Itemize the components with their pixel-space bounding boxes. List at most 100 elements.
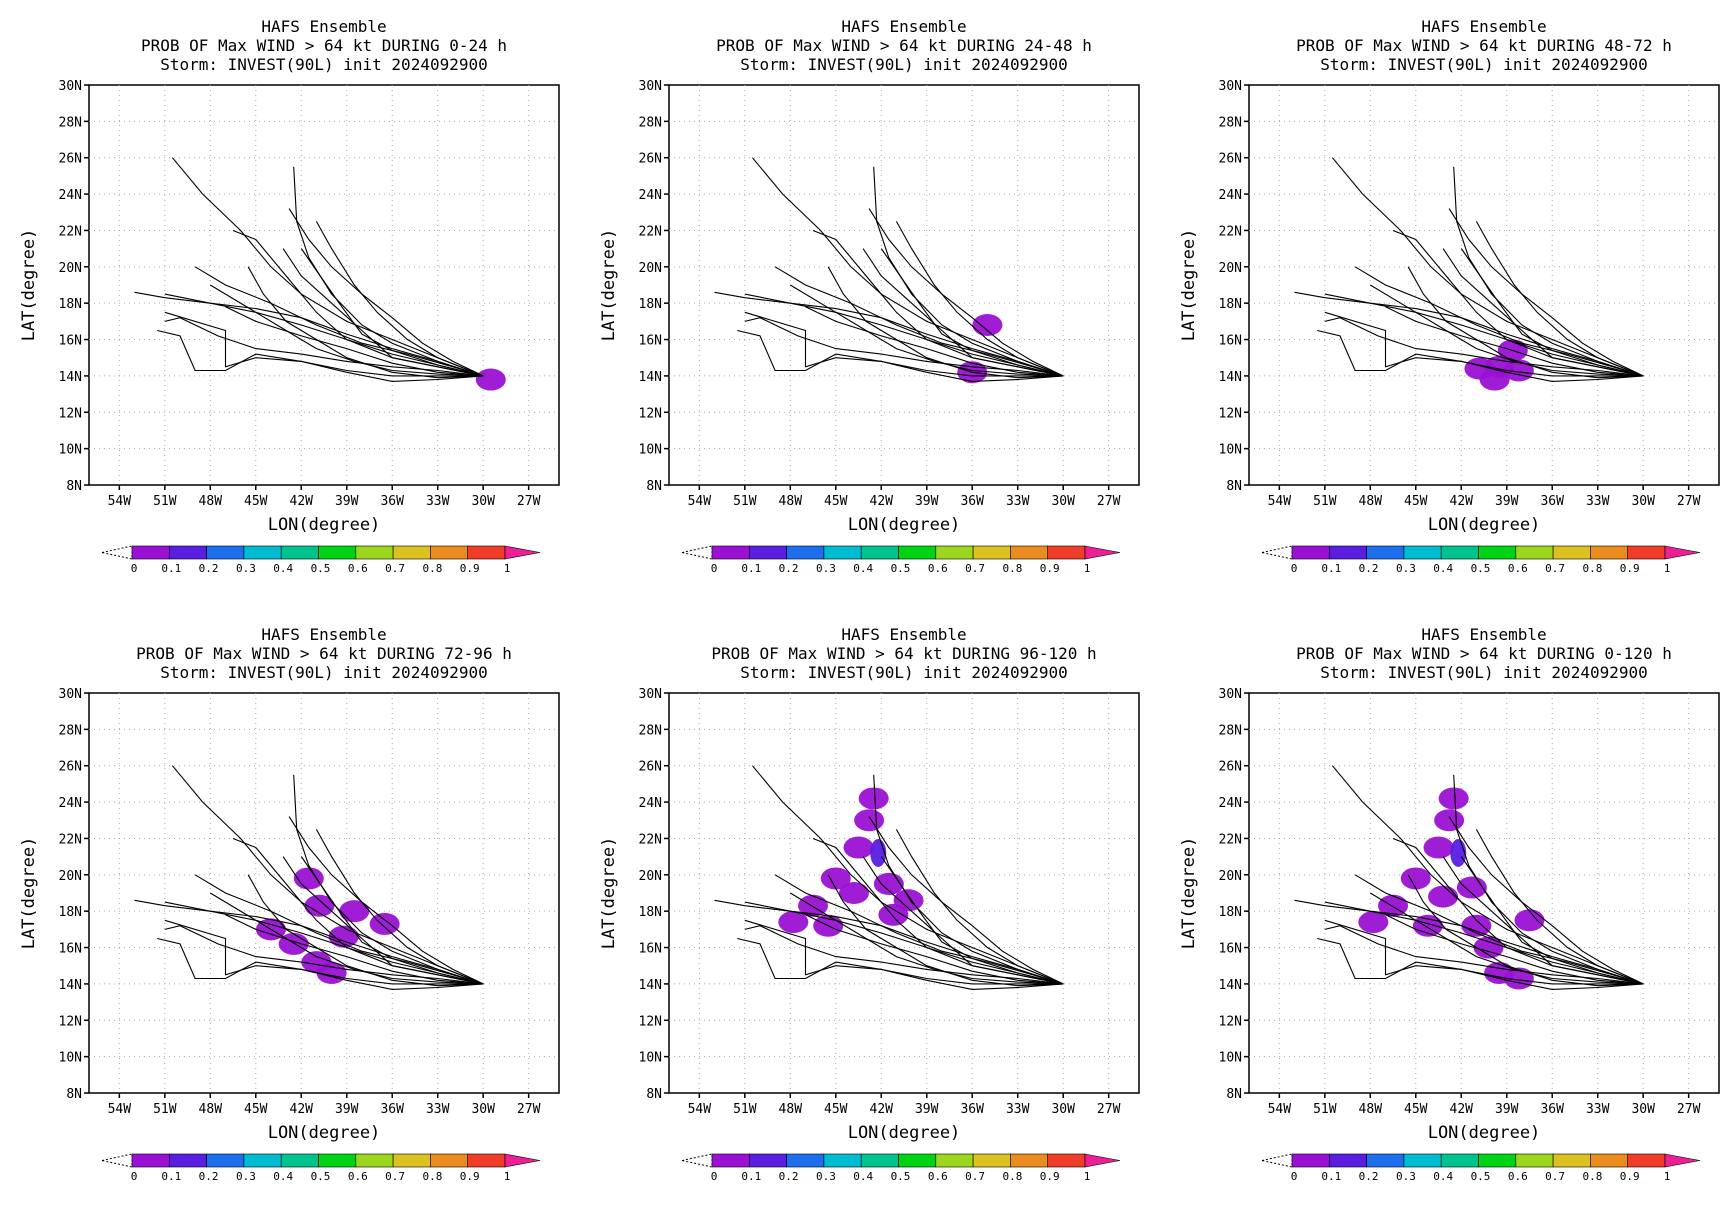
y-axis-label: LAT(degree) [599, 229, 619, 342]
x-tick-label: 33W [426, 1102, 450, 1117]
x-tick-label: 54W [108, 494, 132, 509]
colorbar-label: 0.2 [199, 562, 219, 575]
ensemble-track [1475, 221, 1644, 377]
colorbar-swatch [1366, 545, 1405, 560]
ensemble-track [868, 816, 1064, 985]
y-tick-label: 30N [639, 687, 662, 702]
colorbar-label: 0.5 [1471, 1170, 1491, 1183]
x-axis: 54W 51W 48W 45W 42W 39W 36W 33W 30W 27W [688, 1093, 1121, 1117]
colorbar-label: 0.8 [1582, 562, 1602, 575]
x-tick-label: 51W [153, 494, 177, 509]
colorbar-swatch [1478, 1153, 1517, 1168]
colorbar-swatch [1440, 1153, 1479, 1168]
y-tick-label: 10N [59, 443, 82, 458]
x-tick-label: 36W [1540, 494, 1564, 509]
ensemble-track [862, 248, 1064, 377]
ensemble-tracks [714, 765, 1064, 990]
x-tick-label: 51W [733, 494, 757, 509]
colorbar-swatch [1515, 545, 1554, 560]
y-tick-label: 24N [59, 188, 82, 203]
colorbar-label: 0.4 [273, 1170, 293, 1183]
x-tick-label: 33W [1006, 494, 1030, 509]
ensemble-track [282, 248, 484, 377]
probability-region [1461, 914, 1492, 937]
ensemble-track [774, 266, 1064, 377]
ensemble-track [1453, 166, 1644, 377]
y-tick-label: 24N [639, 188, 662, 203]
colorbar-under-arrow [681, 545, 713, 560]
plot-frame [1248, 84, 1720, 486]
colorbar-label: 0.3 [236, 562, 256, 575]
colorbar-label: 0.4 [1433, 562, 1453, 575]
y-tick-label: 8N [66, 479, 82, 494]
x-tick-label: 36W [960, 494, 984, 509]
y-tick-label: 24N [1219, 796, 1242, 811]
probability-fill [778, 787, 924, 937]
colorbar-label: 0.7 [965, 562, 985, 575]
colorbar-swatch [467, 1153, 506, 1168]
colorbar-swatch [1403, 545, 1442, 560]
y-tick-label: 22N [639, 832, 662, 847]
colorbar-under-arrow [1261, 545, 1293, 560]
ensemble-track [1453, 774, 1644, 985]
x-tick-label: 30W [1631, 1102, 1655, 1117]
ensemble-track [157, 329, 484, 382]
ensemble-track [194, 874, 484, 985]
x-tick-label: 33W [1006, 1102, 1030, 1117]
colorbar-label: 0.2 [199, 1170, 219, 1183]
y-axis-label: LAT(degree) [1179, 837, 1199, 950]
colorbar-swatch [898, 545, 937, 560]
x-tick-label: 33W [426, 494, 450, 509]
colorbar-label: 0.3 [1396, 562, 1416, 575]
plot-frame [668, 84, 1140, 486]
x-tick-label: 48W [1359, 494, 1383, 509]
y-tick-label: 20N [59, 869, 82, 884]
colorbar-swatch [748, 1153, 787, 1168]
colorbar-swatch [1627, 1153, 1666, 1168]
ensemble-track [1407, 266, 1644, 379]
colorbar-over-arrow [1084, 1153, 1121, 1168]
product-title: PROB OF Max WIND > 64 kt DURING 24-48 h [716, 36, 1092, 55]
ensemble-track [827, 266, 1064, 379]
colorbar: 0 0.1 0.2 0.3 0.4 0.5 0.6 0.7 0.8 0.9 1 [1261, 545, 1701, 575]
storm-title: Storm: INVEST(90L) init 2024092900 [1320, 663, 1648, 682]
x-tick-label: 30W [471, 494, 495, 509]
colorbar-label: 0.3 [816, 1170, 836, 1183]
colorbar-swatch [467, 545, 506, 560]
colorbar-label: 0.4 [853, 562, 873, 575]
ensemble-track [1407, 874, 1644, 987]
y-axis-label: LAT(degree) [19, 837, 39, 950]
ensemble-track [880, 856, 1064, 985]
colorbar-swatch [206, 1153, 245, 1168]
y-tick-label: 10N [639, 1051, 662, 1066]
y-tick-label: 8N [646, 479, 662, 494]
x-tick-label: 45W [824, 1102, 848, 1117]
y-axis: 30N 28N 26N 24N 22N 20N 18N 16N 14N 12N 10N 8N [639, 687, 669, 1102]
x-tick-label: 27W [1677, 494, 1701, 509]
colorbar-label: 0.5 [1471, 562, 1491, 575]
ensemble-track [744, 293, 1064, 377]
y-tick-label: 10N [1219, 1051, 1242, 1066]
colorbar-under-arrow [101, 1153, 133, 1168]
y-tick-label: 16N [59, 942, 82, 957]
colorbar-swatch [935, 1153, 974, 1168]
colorbar-swatch [280, 545, 319, 560]
x-axis-label: LON(degree) [848, 1123, 961, 1143]
colorbar-label: 0.6 [928, 1170, 948, 1183]
colorbar-label: 0.9 [1040, 562, 1060, 575]
ensemble-track [157, 937, 484, 990]
colorbar-label: 0 [131, 1170, 138, 1183]
y-tick-label: 22N [639, 224, 662, 239]
colorbar-label: 0.7 [965, 1170, 985, 1183]
probability-region [858, 787, 889, 810]
colorbar-swatch [1366, 1153, 1405, 1168]
y-tick-label: 26N [1219, 152, 1242, 167]
x-tick-label: 54W [688, 494, 712, 509]
ensemble-track [1475, 829, 1644, 985]
ensemble-track [790, 284, 1064, 377]
colorbar-label: 0.9 [460, 562, 480, 575]
colorbar-label: 0.8 [1002, 1170, 1022, 1183]
y-tick-label: 28N [639, 723, 662, 738]
colorbar-label: 0.5 [311, 562, 331, 575]
product-title: PROB OF Max WIND > 64 kt DURING 0-120 h [1296, 644, 1672, 663]
